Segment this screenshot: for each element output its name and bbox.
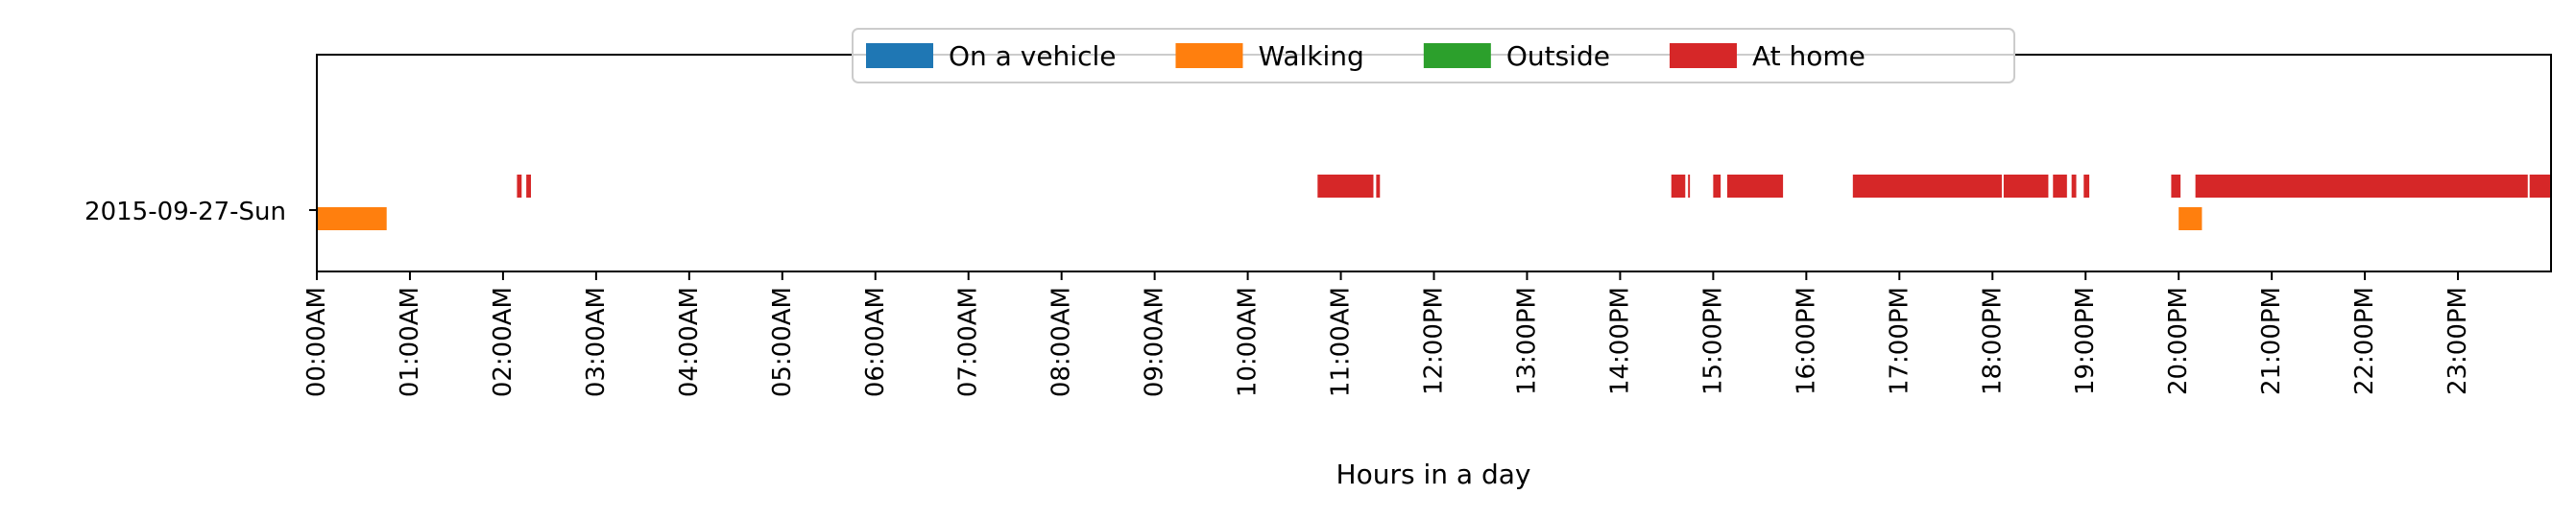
- x-tick-label: 09:00AM: [1141, 287, 1169, 397]
- bar-at-home: [2529, 175, 2551, 198]
- bar-at-home: [2053, 175, 2067, 198]
- legend-swatch-walking: [1175, 43, 1243, 68]
- bar-walking: [317, 207, 387, 230]
- x-tick-label: 10:00AM: [1234, 287, 1263, 397]
- x-tick-label: 00:00AM: [302, 287, 331, 397]
- x-tick-label: 18:00PM: [1978, 287, 2007, 395]
- row-label: 2015-09-27-Sun: [84, 198, 286, 226]
- legend-label-at-home: At home: [1752, 40, 1866, 72]
- legend-swatch-at-home: [1669, 43, 1737, 68]
- bar-at-home: [1726, 175, 1784, 198]
- x-tick-label: 13:00PM: [1512, 287, 1541, 395]
- legend-swatch-on-a-vehicle: [866, 43, 933, 68]
- x-tick-label: 06:00AM: [861, 287, 890, 397]
- x-tick-label: 11:00AM: [1327, 287, 1356, 397]
- x-tick-label: 15:00PM: [1698, 287, 1727, 395]
- bar-at-home: [2083, 175, 2090, 198]
- bar-at-home: [526, 175, 532, 198]
- activity-bars: [317, 175, 2551, 230]
- bar-at-home: [1317, 175, 1374, 198]
- bar-at-home: [1376, 175, 1381, 198]
- bar-at-home: [1852, 175, 2002, 198]
- x-tick-label: 04:00AM: [675, 287, 704, 397]
- bar-at-home: [517, 175, 522, 198]
- x-tick-label: 07:00AM: [954, 287, 983, 397]
- x-tick-label: 16:00PM: [1792, 287, 1820, 395]
- bar-at-home: [2171, 175, 2181, 198]
- x-tick-label: 21:00PM: [2257, 287, 2286, 395]
- legend-label-outside: Outside: [1506, 40, 1610, 72]
- x-tick-label: 22:00PM: [2350, 287, 2379, 395]
- bar-walking: [2179, 207, 2203, 230]
- x-tick-label: 23:00PM: [2444, 287, 2472, 395]
- x-tick-label: 12:00PM: [1420, 287, 1449, 395]
- bar-at-home: [2071, 175, 2077, 198]
- bar-at-home: [2003, 175, 2049, 198]
- bar-at-home: [1688, 175, 1691, 198]
- x-tick-label: 19:00PM: [2071, 287, 2100, 395]
- x-tick-label: 20:00PM: [2164, 287, 2193, 395]
- x-tick-label: 17:00PM: [1885, 287, 1914, 395]
- bar-at-home: [1713, 175, 1721, 198]
- x-tick-label: 03:00AM: [582, 287, 611, 397]
- x-tick-label: 05:00AM: [768, 287, 797, 397]
- bar-at-home: [1671, 175, 1686, 198]
- x-tick-label: 14:00PM: [1605, 287, 1634, 395]
- legend-label-on-a-vehicle: On a vehicle: [949, 40, 1116, 72]
- x-axis: 00:00AM 01:00AM 02:00AM 03:00AM 04:00AM 05:00…: [302, 271, 2472, 397]
- x-axis-label: Hours in a day: [1336, 459, 1531, 490]
- bar-at-home: [2195, 175, 2528, 198]
- x-tick-label: 02:00AM: [489, 287, 518, 397]
- y-axis: 2015-09-27-Sun: [84, 198, 317, 226]
- x-tick-label: 01:00AM: [396, 287, 424, 397]
- legend-label-walking: Walking: [1258, 40, 1363, 72]
- legend: On a vehicle Walking Outside At home: [852, 28, 2015, 83]
- legend-swatch-outside: [1423, 43, 1491, 68]
- x-tick-label: 08:00AM: [1047, 287, 1076, 397]
